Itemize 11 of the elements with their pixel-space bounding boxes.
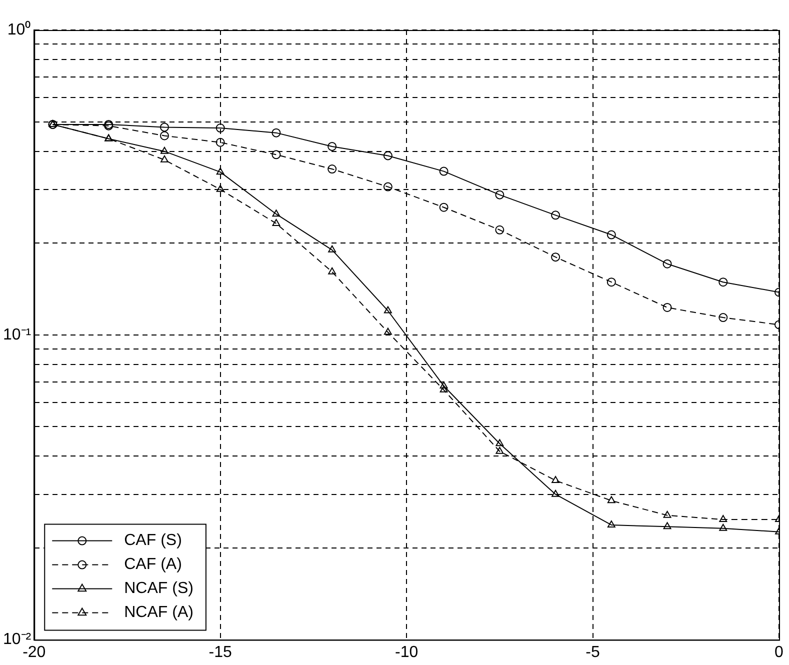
- x-tick-label: 0: [774, 644, 784, 661]
- legend-label: CAF (S): [124, 532, 182, 550]
- x-tick-label: -20: [22, 644, 46, 661]
- legend-label: CAF (A): [124, 556, 182, 574]
- y-tick-label: 10⁰: [7, 20, 32, 38]
- legend-label: NCAF (S): [124, 580, 194, 598]
- x-tick-label: -15: [208, 644, 232, 661]
- x-tick-label: -5: [586, 644, 600, 661]
- y-tick-label: 10⁻¹: [3, 326, 32, 344]
- x-tick-label: -10: [395, 644, 418, 661]
- legend-label: NCAF (A): [124, 604, 194, 622]
